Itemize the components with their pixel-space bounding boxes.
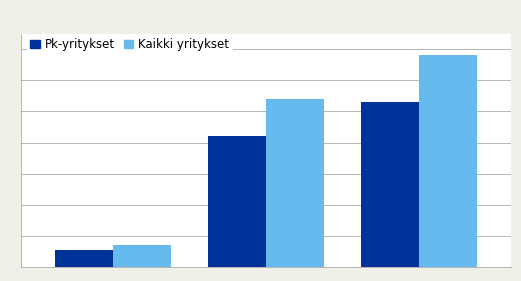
Bar — [207, 136, 266, 267]
Bar — [55, 250, 113, 267]
Legend: Pk-yritykset, Kaikki yritykset: Pk-yritykset, Kaikki yritykset — [27, 35, 233, 55]
Bar — [266, 99, 324, 267]
Bar — [419, 55, 477, 267]
Bar — [113, 245, 171, 267]
Bar — [361, 102, 419, 267]
